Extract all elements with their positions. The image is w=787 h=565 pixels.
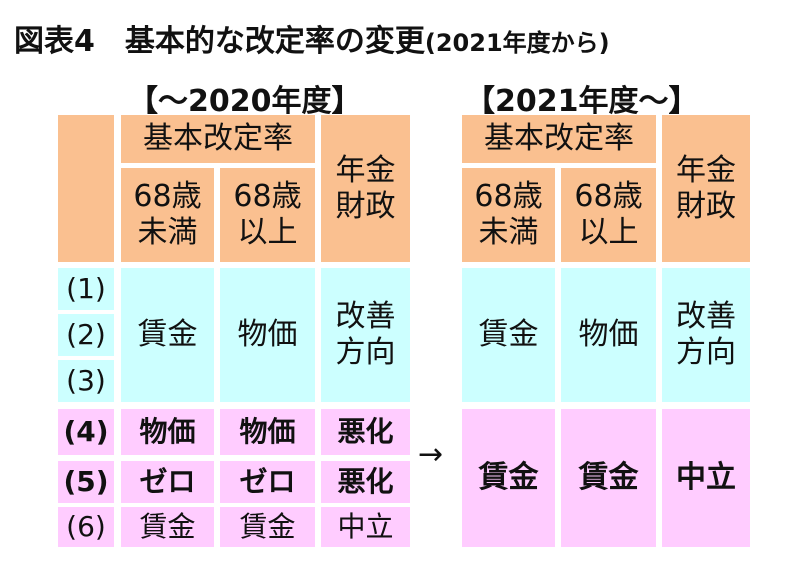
right-rows1-3-under68: 賃金 <box>462 268 555 402</box>
right-under68-line1: 68歳 <box>474 179 543 214</box>
right-finance-line1: 年金 <box>676 152 736 188</box>
right-header-group: 基本改定率 <box>462 115 656 163</box>
left-finance-line1: 年金 <box>335 152 396 188</box>
right-header-over68: 68歳 以上 <box>561 168 656 262</box>
figure-title-tail: (2021年度から) <box>424 29 610 57</box>
left-row6-finance: 中立 <box>321 507 410 547</box>
left-header-over68: 68歳 以上 <box>220 168 315 262</box>
row-label-2: (2) <box>58 314 114 356</box>
left-over68-line1: 68歳 <box>233 179 302 214</box>
left-row5-over68: ゼロ <box>220 461 315 503</box>
left-rows1-3-over68: 物価 <box>220 268 315 402</box>
right-rows4-6-finance: 中立 <box>662 409 750 547</box>
left-under68-line1: 68歳 <box>133 179 202 214</box>
left-period-label: 【～2020年度】 <box>128 84 362 119</box>
row-label-6: (6) <box>58 507 114 547</box>
left-over68-line2: 以上 <box>237 215 298 250</box>
right-rows4-6-under68: 賃金 <box>462 409 555 547</box>
left-finance-improve-line1: 改善 <box>335 299 396 334</box>
left-rows1-3-under68: 賃金 <box>121 268 214 402</box>
right-under68-line2: 未満 <box>478 215 539 250</box>
left-header-finance: 年金 財政 <box>321 115 410 262</box>
left-row4-finance: 悪化 <box>321 409 410 455</box>
left-corner-cell <box>58 115 114 262</box>
left-row5-finance: 悪化 <box>321 461 410 503</box>
right-over68-line2: 以上 <box>578 215 639 250</box>
row-label-5: (5) <box>58 461 114 503</box>
figure-title: 図表4 基本的な改定率の変更(2021年度から) <box>14 16 610 60</box>
right-finance-line2: 財政 <box>676 188 736 224</box>
right-rows1-3-over68: 物価 <box>561 268 656 402</box>
right-over68-line1: 68歳 <box>574 179 643 214</box>
left-row6-over68: 賃金 <box>220 507 315 547</box>
left-finance-line2: 財政 <box>335 188 396 224</box>
row-label-3: (3) <box>58 360 114 402</box>
left-rows1-3-finance: 改善 方向 <box>321 268 410 402</box>
right-finance-improve-line1: 改善 <box>676 299 736 334</box>
right-finance-improve-line2: 方向 <box>676 335 736 370</box>
left-header-under68: 68歳 未満 <box>121 168 214 262</box>
left-row4-under68: 物価 <box>121 409 214 455</box>
left-row6-under68: 賃金 <box>121 507 214 547</box>
figure-title-main: 図表4 基本的な改定率の変更 <box>14 24 425 59</box>
right-rows1-3-finance: 改善 方向 <box>662 268 750 402</box>
left-header-group: 基本改定率 <box>121 115 315 163</box>
right-period-label: 【2021年度～】 <box>465 84 699 119</box>
right-arrow-icon: → <box>418 437 444 472</box>
row-label-1: (1) <box>58 268 114 310</box>
right-rows4-6-over68: 賃金 <box>561 409 656 547</box>
right-header-finance: 年金 財政 <box>662 115 750 262</box>
left-finance-improve-line2: 方向 <box>335 335 396 370</box>
left-row5-under68: ゼロ <box>121 461 214 503</box>
left-row4-over68: 物価 <box>220 409 315 455</box>
right-header-under68: 68歳 未満 <box>462 168 555 262</box>
left-under68-line2: 未満 <box>137 215 198 250</box>
row-label-4: (4) <box>58 409 114 455</box>
